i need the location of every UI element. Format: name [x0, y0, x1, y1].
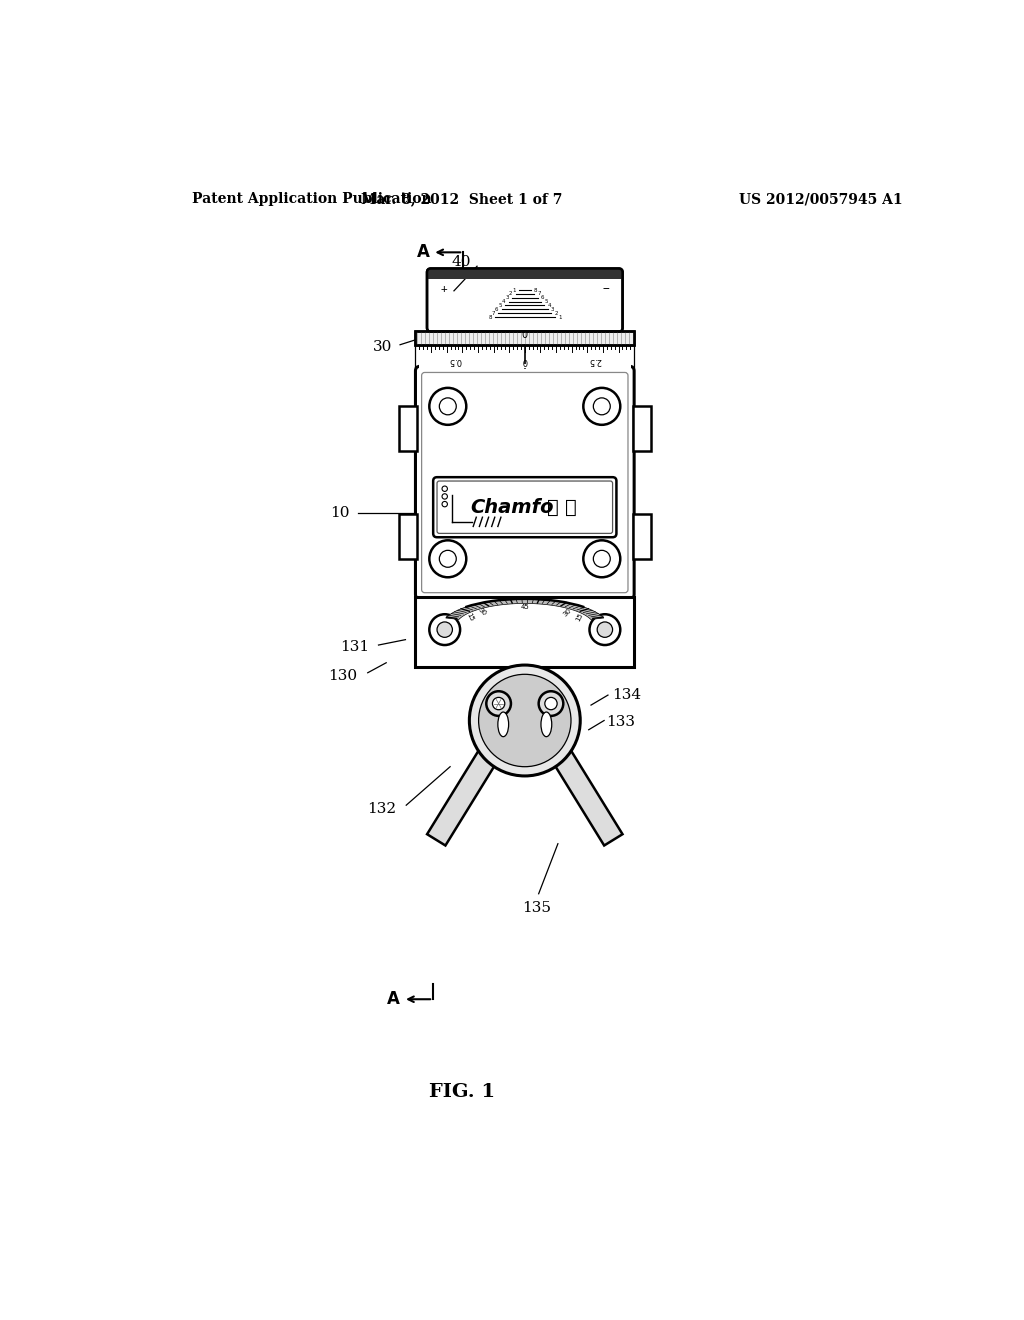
Circle shape: [469, 665, 581, 776]
Text: 45: 45: [520, 603, 529, 610]
Text: Patent Application Publication: Patent Application Publication: [193, 193, 432, 206]
Text: 8: 8: [534, 288, 538, 293]
Text: 40: 40: [452, 255, 471, 269]
Bar: [419, 364, 631, 368]
Text: 30: 30: [562, 607, 572, 618]
Circle shape: [593, 550, 610, 568]
Text: A: A: [417, 243, 429, 261]
Circle shape: [590, 614, 621, 645]
Circle shape: [442, 502, 447, 507]
Text: 2: 2: [509, 292, 512, 297]
Circle shape: [493, 697, 505, 710]
Bar: [416, 331, 634, 345]
Text: FIG. 1: FIG. 1: [429, 1082, 495, 1101]
Circle shape: [539, 692, 563, 715]
Circle shape: [584, 540, 621, 577]
FancyBboxPatch shape: [416, 367, 634, 599]
Bar: [416, 331, 634, 345]
Circle shape: [478, 675, 571, 767]
Text: 5: 5: [499, 304, 502, 308]
Text: 131: 131: [340, 640, 370, 655]
Text: 7: 7: [492, 310, 496, 315]
Text: 4: 4: [502, 300, 506, 304]
Text: US 2012/0057945 A1: US 2012/0057945 A1: [739, 193, 902, 206]
Bar: [416, 345, 634, 368]
Circle shape: [442, 494, 447, 499]
Ellipse shape: [498, 711, 509, 737]
Circle shape: [439, 550, 457, 568]
Text: 6: 6: [541, 296, 544, 300]
Text: 133: 133: [606, 715, 636, 729]
Circle shape: [442, 486, 447, 491]
Bar: [633, 515, 651, 558]
Text: 135: 135: [522, 902, 552, 916]
Text: A: A: [387, 990, 400, 1008]
Text: Chamfo: Chamfo: [470, 498, 554, 516]
Text: −: −: [602, 284, 609, 294]
Text: 15: 15: [575, 612, 585, 623]
Text: 2.5: 2.5: [588, 355, 601, 364]
Bar: [398, 407, 417, 451]
Text: 15: 15: [465, 612, 474, 623]
Text: 130: 130: [329, 669, 357, 682]
FancyBboxPatch shape: [433, 478, 616, 537]
Text: 0: 0: [522, 355, 527, 364]
Text: 10: 10: [331, 506, 350, 520]
Text: 132: 132: [367, 803, 396, 816]
Text: 챔 포: 챔 포: [547, 498, 577, 516]
Polygon shape: [427, 738, 505, 846]
Circle shape: [429, 614, 460, 645]
Text: 4: 4: [548, 304, 551, 308]
Circle shape: [593, 397, 610, 414]
Circle shape: [437, 622, 453, 638]
Text: 134: 134: [611, 688, 641, 702]
Circle shape: [439, 397, 457, 414]
Text: +: +: [440, 284, 447, 294]
Text: 8: 8: [488, 314, 492, 319]
Circle shape: [597, 622, 612, 638]
Text: 3: 3: [551, 306, 554, 312]
Bar: [633, 407, 651, 451]
Bar: [427, 268, 623, 280]
Text: 1: 1: [512, 288, 516, 293]
Circle shape: [429, 540, 466, 577]
Text: 30: 30: [477, 607, 487, 618]
Text: 0.5: 0.5: [449, 355, 462, 364]
Text: 1: 1: [558, 314, 561, 319]
Text: 3: 3: [506, 296, 509, 300]
Circle shape: [429, 388, 466, 425]
Polygon shape: [445, 599, 604, 619]
Circle shape: [545, 697, 557, 710]
Ellipse shape: [541, 711, 552, 737]
Text: 5: 5: [544, 300, 548, 304]
Polygon shape: [545, 738, 623, 846]
Bar: [398, 515, 417, 558]
Text: 2: 2: [554, 310, 558, 315]
Circle shape: [486, 692, 511, 715]
Text: Mar. 8, 2012  Sheet 1 of 7: Mar. 8, 2012 Sheet 1 of 7: [361, 193, 562, 206]
Text: 6: 6: [496, 306, 499, 312]
Bar: [416, 598, 634, 667]
Text: 30: 30: [373, 341, 392, 354]
FancyBboxPatch shape: [427, 268, 623, 331]
Text: 7: 7: [538, 292, 541, 297]
Text: 0: 0: [522, 330, 527, 341]
Circle shape: [584, 388, 621, 425]
